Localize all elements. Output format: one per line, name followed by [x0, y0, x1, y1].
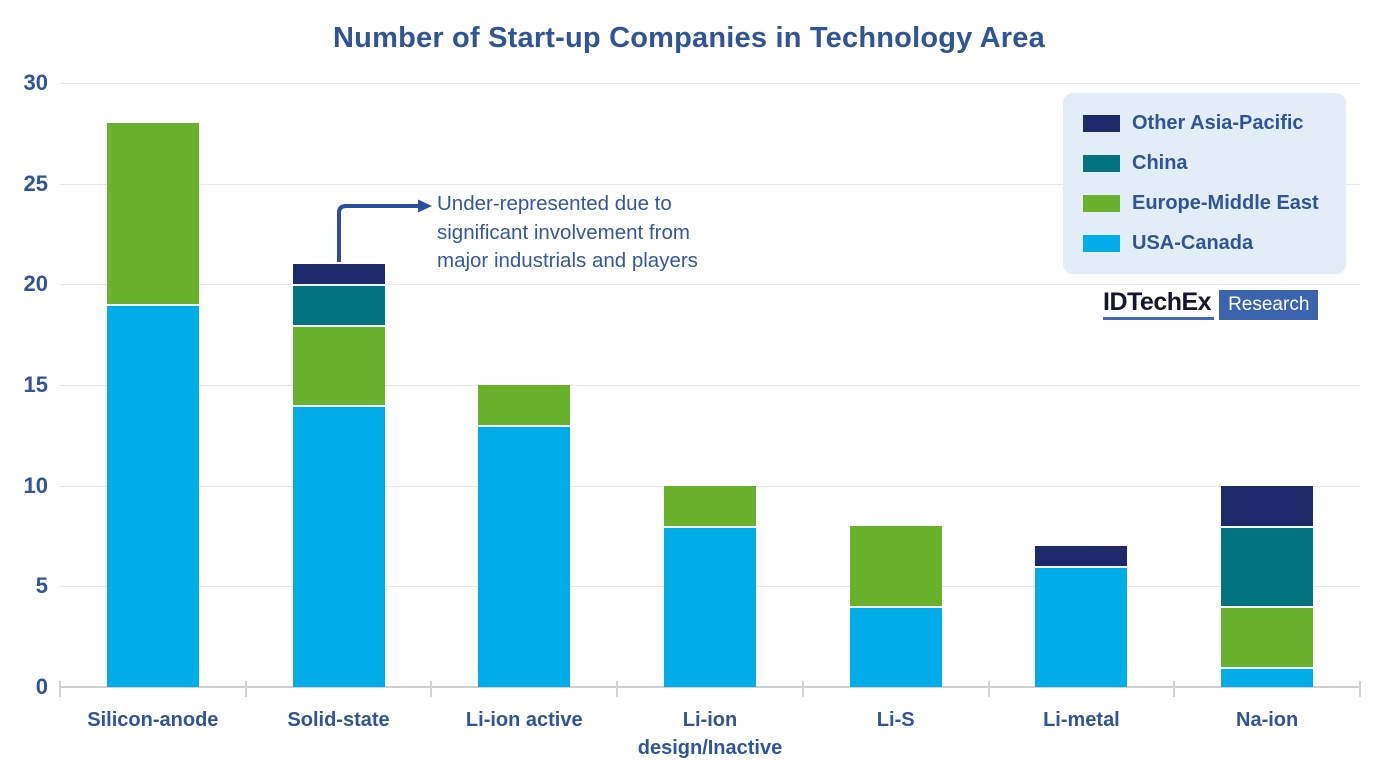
bar-segment-na-ion-other-asia-pacific	[1221, 485, 1314, 526]
annotation-line: significant involvement from	[437, 220, 690, 244]
y-tick-label-25: 25	[23, 170, 48, 196]
gridline-15	[60, 385, 1360, 386]
legend-label: China	[1132, 151, 1188, 174]
x-category-label-solid-state: Solid-state	[287, 709, 390, 731]
bar-segment-na-ion-china	[1221, 525, 1314, 607]
bar-segment-li-metal-other-asia-pacific	[1035, 546, 1128, 567]
gridline-20	[60, 284, 1360, 286]
y-tick-label-0: 0	[35, 674, 48, 699]
x-axis-tick	[801, 681, 804, 697]
x-axis-tick	[244, 681, 247, 697]
bar-segment-na-ion-europe-middle-east	[1221, 606, 1314, 667]
annotation-line: major industrials and players	[437, 249, 698, 272]
legend-swatch-china	[1083, 154, 1120, 172]
x-category-label-li-ion-active: Li-ion active	[465, 709, 583, 731]
idtechex-logo-name: IDTechEx	[1103, 289, 1215, 320]
y-tick-label-5: 5	[35, 573, 48, 599]
x-axis-tick	[59, 681, 61, 697]
bar-segment-li-s-usa-canada	[849, 606, 942, 687]
idtechex-logo: IDTechEx Research	[1103, 289, 1319, 320]
bar-segment-li-ion-active-europe-middle-east	[478, 385, 571, 426]
bar-segment-solid-state-china	[292, 284, 385, 325]
gridline-25	[60, 183, 1360, 185]
legend-label: Europe-Middle East	[1132, 192, 1319, 215]
bar-segment-li-ion-design-inactive-europe-middle-east	[664, 485, 756, 526]
legend: Other Asia-Pacific China Europe-Middle E…	[1063, 93, 1346, 274]
legend-swatch-europe-middle-east	[1083, 195, 1120, 213]
bar-li-ion-design-inactive	[664, 485, 756, 687]
bar-segment-solid-state-usa-canada	[292, 405, 385, 687]
bar-segment-li-metal-usa-canada	[1035, 566, 1128, 687]
bar-segment-silicon-anode-usa-canada	[106, 304, 199, 687]
gridline-30	[60, 83, 1360, 84]
bar-segment-li-s-europe-middle-east	[849, 525, 942, 607]
idtechex-logo-research-badge: Research	[1219, 289, 1319, 320]
annotation-line: Under-represented due to	[437, 192, 672, 215]
x-category-label-li-ion-design-inactive: Li-ion design/Inactive	[637, 709, 783, 759]
y-tick-label-15: 15	[23, 372, 48, 397]
x-axis-tick	[987, 681, 990, 697]
x-category-label-li-s: Li-S	[876, 709, 915, 731]
bar-silicon-anode	[106, 123, 199, 687]
x-category-label-na-ion: Na-ion	[1236, 709, 1299, 731]
legend-label: Other Asia-Pacific	[1132, 111, 1304, 134]
legend-item-china: China	[1083, 152, 1346, 175]
x-axis-tick	[1173, 681, 1176, 697]
legend-item-other-asia-pacific: Other Asia-Pacific	[1083, 112, 1346, 135]
bar-solid-state	[292, 264, 385, 687]
bar-segment-li-ion-active-usa-canada	[478, 425, 571, 687]
x-axis-tick	[1359, 681, 1361, 697]
legend-item-usa-canada: USA-Canada	[1083, 232, 1346, 255]
y-tick-label-20: 20	[23, 271, 48, 297]
annotation-arrow	[337, 199, 432, 262]
bar-segment-solid-state-other-asia-pacific	[292, 264, 385, 285]
bar-li-s	[849, 525, 942, 687]
x-axis-tick	[616, 681, 619, 697]
x-category-label-li-metal: Li-metal	[1043, 709, 1120, 731]
y-tick-label-30: 30	[23, 70, 48, 95]
x-axis-line	[60, 686, 1360, 688]
legend-item-europe-middle-east: Europe-Middle East	[1083, 192, 1346, 215]
y-tick-label-10: 10	[23, 472, 48, 498]
x-category-label-silicon-anode: Silicon-anode	[87, 709, 219, 731]
bar-segment-na-ion-usa-canada	[1221, 666, 1314, 687]
bar-li-ion-active	[478, 385, 571, 687]
annotation-text: Under-represented due to significant inv…	[437, 190, 698, 276]
x-axis-tick	[430, 681, 433, 697]
bar-li-metal	[1035, 546, 1128, 687]
bar-na-ion	[1221, 485, 1314, 687]
legend-swatch-other-asia-pacific	[1083, 114, 1120, 132]
bar-segment-silicon-anode-europe-middle-east	[106, 123, 199, 305]
chart-title: Number of Start-up Companies in Technolo…	[333, 22, 1045, 54]
bar-segment-solid-state-europe-middle-east	[292, 324, 385, 406]
legend-label: USA-Canada	[1132, 232, 1254, 255]
legend-swatch-usa-canada	[1083, 235, 1120, 253]
bar-segment-li-ion-design-inactive-usa-canada	[664, 525, 756, 687]
